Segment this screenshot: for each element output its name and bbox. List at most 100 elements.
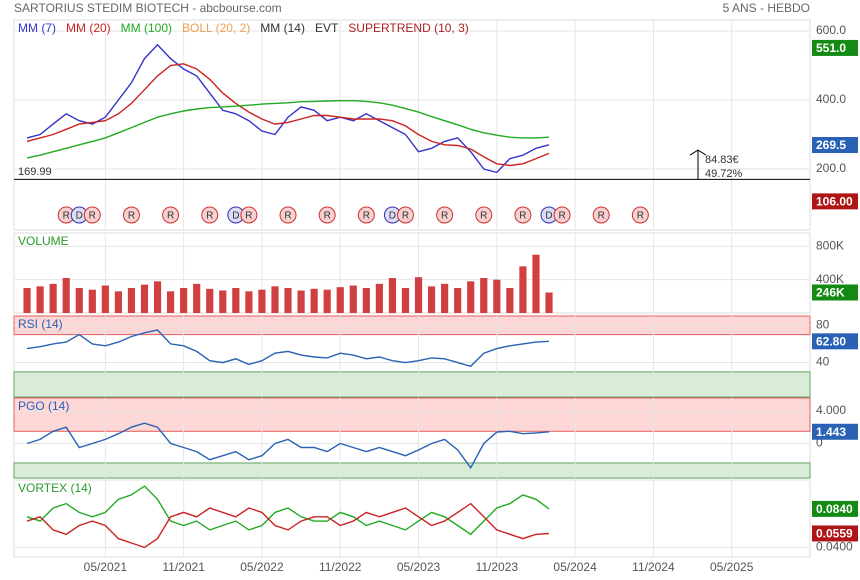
- bar: [101, 285, 109, 313]
- event-label: D: [232, 211, 239, 222]
- legend-entry: MM (7): [18, 21, 56, 35]
- event-marker: [83, 206, 101, 224]
- panel-title: PGO (14): [18, 399, 69, 413]
- event-label: R: [402, 211, 409, 222]
- y-tick-label: 400.0: [816, 92, 846, 106]
- bar: [219, 290, 227, 313]
- bar: [493, 279, 501, 313]
- y-tick-label: 80: [816, 317, 830, 331]
- event-label: R: [598, 211, 605, 222]
- event-label: R: [558, 211, 565, 222]
- event-marker: [631, 206, 649, 224]
- event-label: D: [389, 211, 396, 222]
- bar: [127, 288, 136, 313]
- change-pct: 49.72%: [705, 168, 743, 180]
- event-marker: [514, 206, 532, 224]
- price-marker-label: 106.00: [816, 195, 853, 209]
- event-marker: [553, 206, 571, 224]
- series-line: [26, 422, 550, 470]
- y-tick-label: 600.0: [816, 23, 846, 37]
- event-label: R: [637, 211, 644, 222]
- series-line: [26, 502, 550, 549]
- price-marker-label: 269.5: [816, 138, 846, 152]
- x-tick-label: 05/2023: [397, 560, 441, 574]
- panel-title: RSI (14): [18, 317, 63, 331]
- price-marker-label: 551.0: [816, 41, 846, 55]
- bar: [427, 286, 436, 313]
- price-marker: [812, 333, 858, 350]
- bar: [467, 281, 475, 313]
- bar: [310, 288, 318, 313]
- bar: [23, 288, 31, 313]
- series-line: [26, 329, 550, 368]
- event-marker: [436, 206, 454, 224]
- event-label: D: [76, 211, 83, 222]
- panel: [13, 19, 811, 231]
- y-tick-label: 400K: [816, 272, 844, 286]
- bar: [388, 278, 397, 313]
- event-label: R: [63, 211, 70, 222]
- x-tick-label: 05/2024: [553, 560, 597, 574]
- change-value: 84.83€: [705, 154, 739, 166]
- bar: [519, 266, 527, 313]
- bar: [454, 288, 462, 313]
- bar: [545, 292, 553, 313]
- panel-title: VORTEX (14): [18, 481, 92, 495]
- event-marker: [318, 206, 336, 224]
- event-label: D: [545, 211, 552, 222]
- arrow-head: [689, 149, 707, 156]
- event-label: R: [441, 211, 448, 222]
- price-marker: [812, 423, 858, 440]
- y-tick-label: 800K: [816, 239, 844, 253]
- bar: [114, 291, 122, 313]
- x-tick-label: 11/2021: [162, 560, 205, 574]
- legend-entry: SUPERTREND (10, 3): [348, 21, 468, 35]
- event-label: R: [206, 211, 213, 222]
- event-marker: [201, 206, 219, 224]
- bar: [401, 288, 410, 313]
- price-marker: [812, 137, 858, 153]
- price-marker: [812, 39, 858, 56]
- bar: [349, 285, 357, 313]
- bar: [506, 288, 514, 313]
- x-tick-label: 11/2024: [632, 560, 675, 574]
- series-line: [26, 100, 550, 159]
- bar: [232, 288, 240, 313]
- bar: [480, 278, 488, 313]
- event-marker: [357, 206, 375, 224]
- bar: [140, 284, 149, 313]
- legend-entry: MM (20): [66, 21, 111, 35]
- bar: [206, 288, 214, 313]
- bar: [336, 287, 344, 313]
- bar: [258, 289, 266, 313]
- overbought-zone: [13, 397, 811, 432]
- y-tick-label: 0.0400: [816, 540, 853, 554]
- event-label: R: [363, 211, 370, 222]
- x-tick-label: 05/2022: [240, 560, 284, 574]
- bar: [362, 288, 370, 313]
- bar: [297, 290, 305, 313]
- bar: [193, 283, 201, 313]
- bar: [271, 286, 279, 313]
- legend-entry: MM (100): [121, 21, 172, 35]
- x-tick-label: 05/2021: [84, 560, 128, 574]
- event-marker: [592, 206, 610, 224]
- legend-entry: BOLL (20, 2): [182, 21, 250, 35]
- event-label: R: [89, 211, 96, 222]
- bar: [180, 288, 188, 313]
- panel: [13, 479, 811, 558]
- y-tick-label: 0: [816, 436, 823, 450]
- price-marker: [812, 284, 858, 301]
- bar: [153, 281, 162, 313]
- chart-title: SARTORIUS STEDIM BIOTECH - abcbourse.com: [14, 1, 282, 15]
- event-label: R: [324, 211, 331, 222]
- series-line: [26, 63, 550, 167]
- price-marker: [812, 193, 858, 210]
- event-marker: [240, 206, 258, 224]
- price-marker-label: 62.80: [816, 334, 846, 348]
- oversold-zone: [13, 462, 811, 479]
- bar: [284, 288, 292, 313]
- price-marker-label: 0.0840: [816, 502, 853, 516]
- event-label: R: [284, 211, 291, 222]
- bar: [49, 283, 57, 313]
